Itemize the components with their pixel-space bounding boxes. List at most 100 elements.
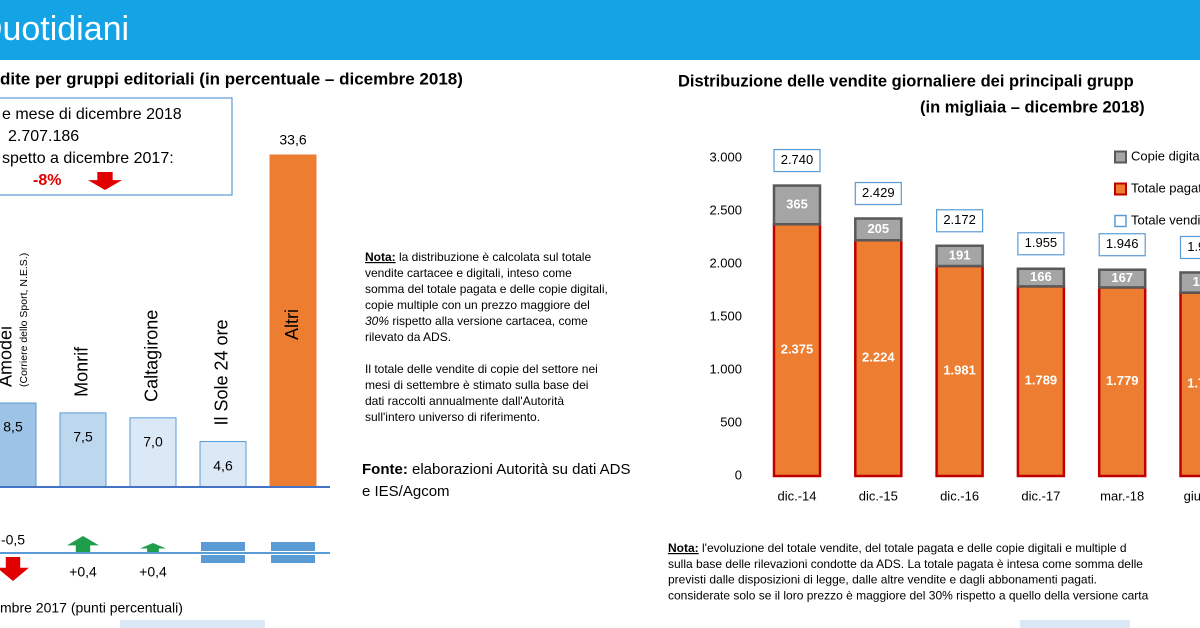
total-box — [773, 148, 821, 173]
segment-label: 1.789 — [1025, 373, 1058, 388]
value-label: 7,5 — [73, 429, 93, 445]
x-tick-label: dic.-15 — [859, 488, 898, 503]
summary-change: -8% — [33, 172, 61, 189]
y-tick-label: 500 — [720, 414, 742, 429]
note-left-line: Il totale delle vendite di copie del set… — [365, 362, 598, 376]
change-arrow — [67, 536, 99, 553]
category-label: Il Sole 24 ore — [212, 319, 232, 425]
change-label: +0,4 — [69, 564, 97, 580]
note-left-line: sull'intero universo di riferimento. — [365, 410, 540, 424]
total-label: 1.955 — [1025, 235, 1058, 250]
bar-segment — [1179, 291, 1200, 478]
change-flat — [271, 542, 315, 551]
segment-label: 167 — [1111, 270, 1133, 285]
summary-line: 2.707.186 — [8, 128, 79, 145]
segment-label: 166 — [1030, 269, 1052, 284]
x-tick-label: dic.-16 — [940, 488, 979, 503]
value-label: 4,6 — [213, 457, 233, 473]
total-label: 2.172 — [943, 212, 976, 227]
note-right-line: considerate solo se il loro prezzo è mag… — [668, 588, 1149, 602]
summary-box — [0, 97, 233, 196]
legend-label: Totale pagata — [1131, 180, 1200, 195]
y-tick-label: 2.500 — [709, 202, 742, 217]
change-flat — [271, 555, 315, 563]
summary-line: e mese di dicembre 2018 — [2, 106, 182, 123]
category-label: Caltagirone — [142, 310, 162, 402]
left-chart-title: dite per gruppi editoriali (in percentua… — [0, 69, 463, 88]
bar-segment — [854, 217, 903, 242]
bar-segment — [1016, 267, 1066, 288]
note-label: Nota: — [668, 541, 699, 555]
change-arrow — [140, 543, 166, 553]
change-flat — [201, 555, 245, 563]
y-tick-label: 2.000 — [709, 255, 742, 270]
total-box — [1179, 235, 1200, 260]
segment-label: 1.730 — [1187, 376, 1200, 391]
change-arrow — [88, 172, 122, 190]
total-box — [1017, 232, 1065, 256]
total-box — [1098, 233, 1146, 257]
header-title: Quotidiani — [0, 10, 129, 48]
change-label: +0,4 — [139, 564, 167, 580]
change-flat — [201, 542, 245, 551]
header-bar — [0, 0, 1200, 60]
right-chart-subtitle: (in migliaia – dicembre 2018) — [920, 98, 1145, 116]
total-box — [935, 209, 984, 233]
total-label: 2.740 — [781, 152, 814, 167]
note-left-line: somma del totale pagata e delle copie di… — [365, 282, 608, 296]
bar — [59, 412, 107, 488]
value-label: 33,6 — [279, 132, 306, 148]
note-left-line: dati raccolti annualmente dall'Autorità — [365, 394, 564, 408]
bar-segment — [1016, 285, 1066, 478]
bar-segment — [772, 184, 822, 226]
bar — [0, 402, 37, 488]
note-text: l'evoluzione del totale vendite, del tot… — [699, 541, 1127, 555]
note-left-line: copie multiple con un prezzo maggiore de… — [365, 298, 590, 312]
note-text: 30% — [365, 314, 389, 328]
source-label: Fonte: — [362, 461, 408, 478]
x-tick-label: dic.-14 — [777, 488, 816, 503]
note-text: la distribuzione è calcolata sul totale — [396, 250, 592, 264]
legend-label: Totale vendite — [1131, 212, 1200, 227]
category-label: Amodei — [0, 326, 16, 387]
summary-line: spetto a dicembre 2017: — [2, 150, 174, 167]
bar — [129, 417, 177, 488]
right-chart-title: Distribuzione delle vendite giornaliere … — [678, 72, 1134, 90]
source-line: e IES/Agcom — [362, 483, 450, 500]
x-tick-label: mar.-18 — [1100, 488, 1144, 503]
y-tick-label: 1.000 — [709, 361, 742, 376]
note-label: Nota: — [365, 250, 396, 264]
note-text: rispetto alla versione cartacea, come — [389, 314, 588, 328]
note-right-line: sulla base delle rilevazioni condotte da… — [668, 557, 1143, 571]
segment-label: 190 — [1193, 274, 1200, 289]
changes-caption: mbre 2017 (punti percentuali) — [0, 600, 183, 616]
bar-segment — [772, 223, 822, 478]
decoration — [120, 620, 265, 628]
y-tick-label: 0 — [735, 467, 742, 482]
segment-label: 1.779 — [1106, 373, 1139, 388]
note-left-line: vendite cartacee e digitali, inteso come — [365, 266, 572, 280]
legend-swatch — [1114, 182, 1127, 196]
change-label: -0,5 — [1, 532, 25, 548]
segment-label: 2.375 — [781, 342, 814, 357]
legend-label: Copie digitali — [1131, 148, 1200, 163]
y-tick-label: 1.500 — [709, 308, 742, 323]
decoration — [1020, 620, 1130, 628]
note-left-line: mesi di settembre è stimato sulla base d… — [365, 378, 588, 392]
note-right-line: previsti dalle disposizioni di legge, da… — [668, 573, 1097, 587]
segment-label: 1.981 — [943, 362, 976, 377]
y-tick-label: 3.000 — [709, 149, 742, 164]
category-label: Monrif — [72, 346, 92, 397]
segment-label: 191 — [949, 247, 971, 262]
legend-swatch — [1114, 214, 1127, 228]
value-label: 7,0 — [143, 434, 163, 450]
total-label: 1.920 — [1187, 239, 1200, 254]
bar-segment — [935, 244, 984, 268]
total-label: 2.429 — [862, 185, 895, 200]
source-line: Fonte: elaborazioni Autorità su dati ADS — [362, 461, 630, 478]
bar-segment — [1179, 271, 1200, 294]
x-tick-label: dic.-17 — [1021, 488, 1060, 503]
segment-label: 205 — [867, 221, 889, 236]
